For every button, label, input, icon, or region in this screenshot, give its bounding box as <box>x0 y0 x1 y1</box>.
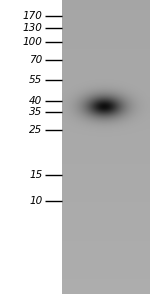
Text: 15: 15 <box>29 170 42 180</box>
Text: 55: 55 <box>29 75 42 85</box>
Text: 70: 70 <box>29 55 42 65</box>
Text: 100: 100 <box>22 37 42 47</box>
Text: 35: 35 <box>29 107 42 117</box>
Text: 170: 170 <box>22 11 42 21</box>
Text: 130: 130 <box>22 23 42 33</box>
Text: 10: 10 <box>29 196 42 206</box>
Text: 25: 25 <box>29 125 42 135</box>
Text: 40: 40 <box>29 96 42 106</box>
